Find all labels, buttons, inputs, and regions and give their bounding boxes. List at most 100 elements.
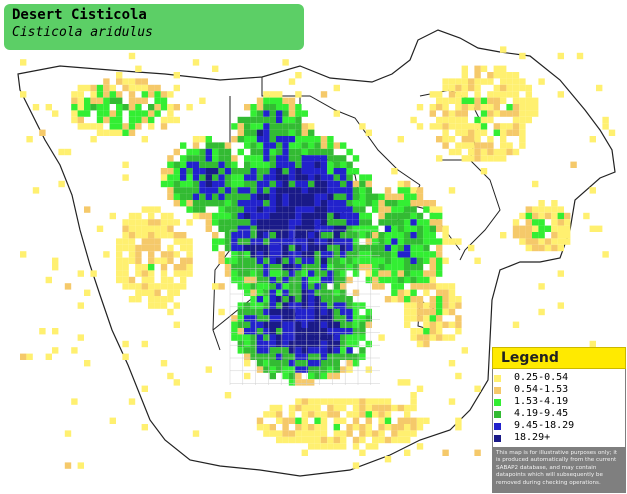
distribution-cell	[480, 65, 488, 72]
distribution-cell	[269, 174, 276, 181]
distribution-cell	[288, 187, 296, 194]
distribution-cell	[256, 315, 264, 322]
distribution-cell	[308, 264, 315, 271]
distribution-cell	[263, 334, 270, 341]
distribution-cell	[410, 270, 417, 277]
distribution-cell	[436, 155, 443, 162]
distribution-cell	[256, 276, 264, 284]
distribution-cell	[295, 225, 302, 232]
distribution-cell	[192, 180, 200, 188]
distribution-cell	[519, 116, 526, 124]
distribution-cell	[512, 72, 520, 79]
distribution-cell	[564, 238, 571, 245]
distribution-cell	[244, 283, 251, 290]
distribution-cell	[320, 270, 328, 277]
distribution-cell	[327, 251, 334, 258]
distribution-cell	[250, 219, 257, 226]
distribution-cell	[416, 232, 424, 239]
distribution-cell	[282, 148, 289, 156]
distribution-cell	[148, 206, 155, 213]
distribution-cell	[308, 315, 315, 322]
distribution-cell	[276, 91, 283, 98]
distribution-cell	[135, 257, 142, 264]
distribution-cell	[410, 212, 417, 220]
distribution-cell	[128, 123, 136, 130]
distribution-cell	[167, 225, 174, 232]
distribution-cell	[404, 193, 411, 200]
distribution-cell	[295, 129, 302, 136]
distribution-cell	[346, 212, 353, 220]
distribution-cell	[263, 142, 270, 149]
distribution-cell	[173, 238, 180, 245]
distribution-cell	[442, 123, 449, 130]
distribution-cell	[448, 123, 456, 130]
distribution-cell	[295, 257, 302, 264]
distribution-cell	[116, 104, 123, 111]
distribution-cell	[103, 91, 110, 98]
distribution-cell	[327, 206, 334, 213]
distribution-cell	[250, 347, 257, 354]
distribution-cell	[384, 232, 392, 239]
distribution-cell	[314, 398, 321, 405]
distribution-cell	[320, 443, 328, 450]
distribution-cell	[532, 212, 539, 220]
distribution-cell	[320, 353, 328, 360]
distribution-cell	[314, 328, 321, 335]
distribution-cell	[141, 289, 148, 296]
distribution-cell	[320, 347, 328, 354]
distribution-cell	[256, 174, 264, 181]
distribution-cell	[263, 238, 270, 245]
distribution-cell	[263, 302, 270, 309]
distribution-cell	[397, 219, 404, 226]
distribution-cell	[525, 91, 532, 98]
distribution-cell	[192, 193, 200, 200]
distribution-cell	[199, 148, 206, 156]
distribution-cell	[295, 168, 302, 175]
distribution-cell	[410, 315, 417, 322]
distribution-cell	[448, 78, 456, 85]
distribution-cell	[256, 136, 264, 143]
distribution-cell	[333, 353, 340, 360]
distribution-cell	[551, 200, 558, 207]
distribution-cell	[173, 180, 180, 188]
distribution-cell	[461, 78, 468, 85]
distribution-cell	[429, 321, 436, 328]
distribution-cell	[416, 283, 424, 290]
distribution-cell	[500, 155, 507, 162]
distribution-cell	[96, 225, 104, 232]
distribution-cell	[327, 238, 334, 245]
distribution-cell	[416, 308, 424, 316]
distribution-cell	[186, 264, 193, 271]
distribution-cell	[237, 238, 244, 245]
distribution-cell	[429, 308, 436, 316]
distribution-cell	[391, 436, 398, 444]
distribution-cell	[487, 136, 494, 143]
distribution-cell	[378, 193, 385, 200]
distribution-cell	[397, 200, 404, 207]
distribution-cell	[436, 302, 443, 309]
distribution-cell	[282, 168, 289, 175]
distribution-cell	[84, 110, 91, 117]
distribution-cell	[519, 129, 526, 136]
distribution-cell	[295, 161, 302, 168]
distribution-cell	[160, 264, 168, 271]
distribution-cell	[378, 334, 385, 341]
distribution-cell	[288, 238, 296, 245]
distribution-cell	[480, 104, 488, 111]
distribution-cell	[180, 155, 187, 162]
distribution-cell	[116, 91, 123, 98]
distribution-cell	[416, 276, 424, 284]
distribution-cell	[384, 219, 392, 226]
distribution-cell	[276, 174, 283, 181]
distribution-cell	[224, 161, 232, 168]
distribution-cell	[71, 398, 78, 405]
distribution-cell	[135, 78, 142, 85]
distribution-cell	[512, 78, 520, 85]
distribution-cell	[455, 110, 462, 117]
distribution-cell	[148, 276, 155, 284]
distribution-cell	[173, 283, 180, 290]
legend-label: 1.53-4.19	[514, 396, 569, 407]
distribution-cell	[231, 315, 238, 322]
distribution-cell	[237, 136, 244, 143]
distribution-cell	[244, 187, 251, 194]
